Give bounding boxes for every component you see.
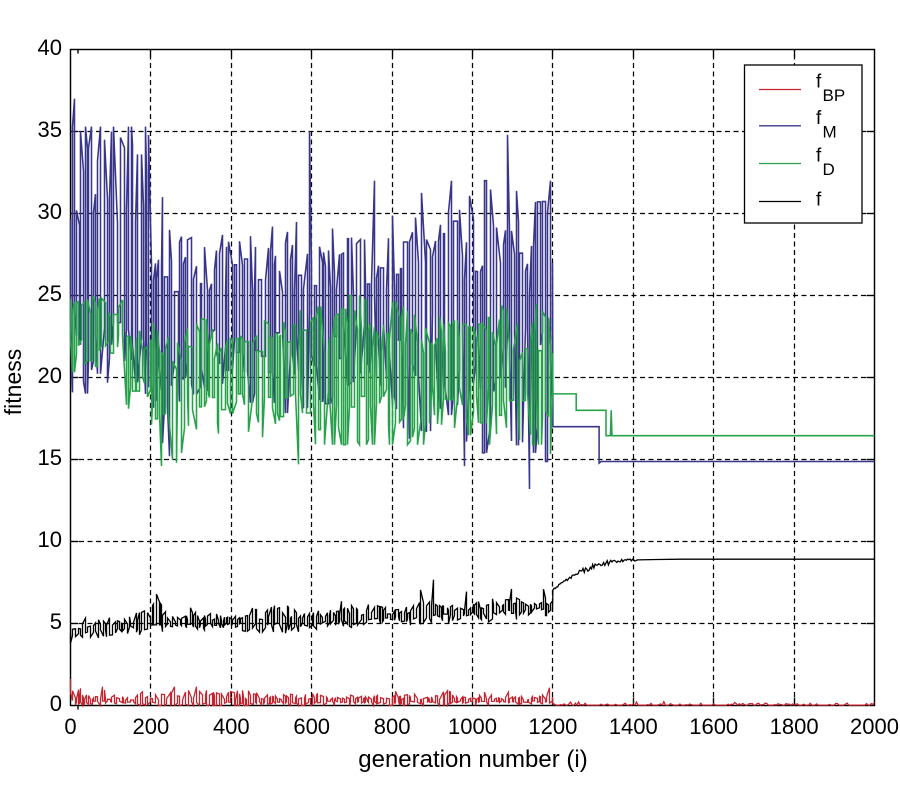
svg-text:f: f	[816, 190, 822, 211]
svg-text:1400: 1400	[609, 714, 658, 739]
svg-text:5: 5	[50, 609, 62, 634]
svg-text:D: D	[823, 160, 835, 179]
svg-text:M: M	[823, 122, 837, 141]
svg-text:800: 800	[374, 714, 411, 739]
svg-text:f: f	[816, 146, 822, 167]
svg-text:1600: 1600	[689, 714, 738, 739]
svg-text:25: 25	[38, 281, 62, 306]
svg-text:0: 0	[50, 691, 62, 716]
svg-text:35: 35	[38, 117, 62, 142]
svg-text:30: 30	[38, 199, 62, 224]
svg-text:generation number (i): generation number (i)	[358, 746, 587, 773]
svg-text:2000: 2000	[850, 714, 899, 739]
svg-text:40: 40	[38, 35, 62, 60]
svg-text:fitness: fitness	[0, 349, 26, 415]
svg-text:400: 400	[213, 714, 250, 739]
svg-text:600: 600	[293, 714, 330, 739]
svg-text:1800: 1800	[770, 714, 819, 739]
svg-text:200: 200	[133, 714, 170, 739]
svg-text:10: 10	[38, 527, 62, 552]
svg-text:15: 15	[38, 445, 62, 470]
svg-text:f: f	[816, 72, 822, 93]
svg-text:BP: BP	[823, 86, 846, 105]
svg-text:1000: 1000	[448, 714, 497, 739]
svg-text:0: 0	[64, 714, 76, 739]
svg-text:1200: 1200	[528, 714, 577, 739]
svg-text:f: f	[816, 108, 822, 129]
svg-text:20: 20	[38, 363, 62, 388]
